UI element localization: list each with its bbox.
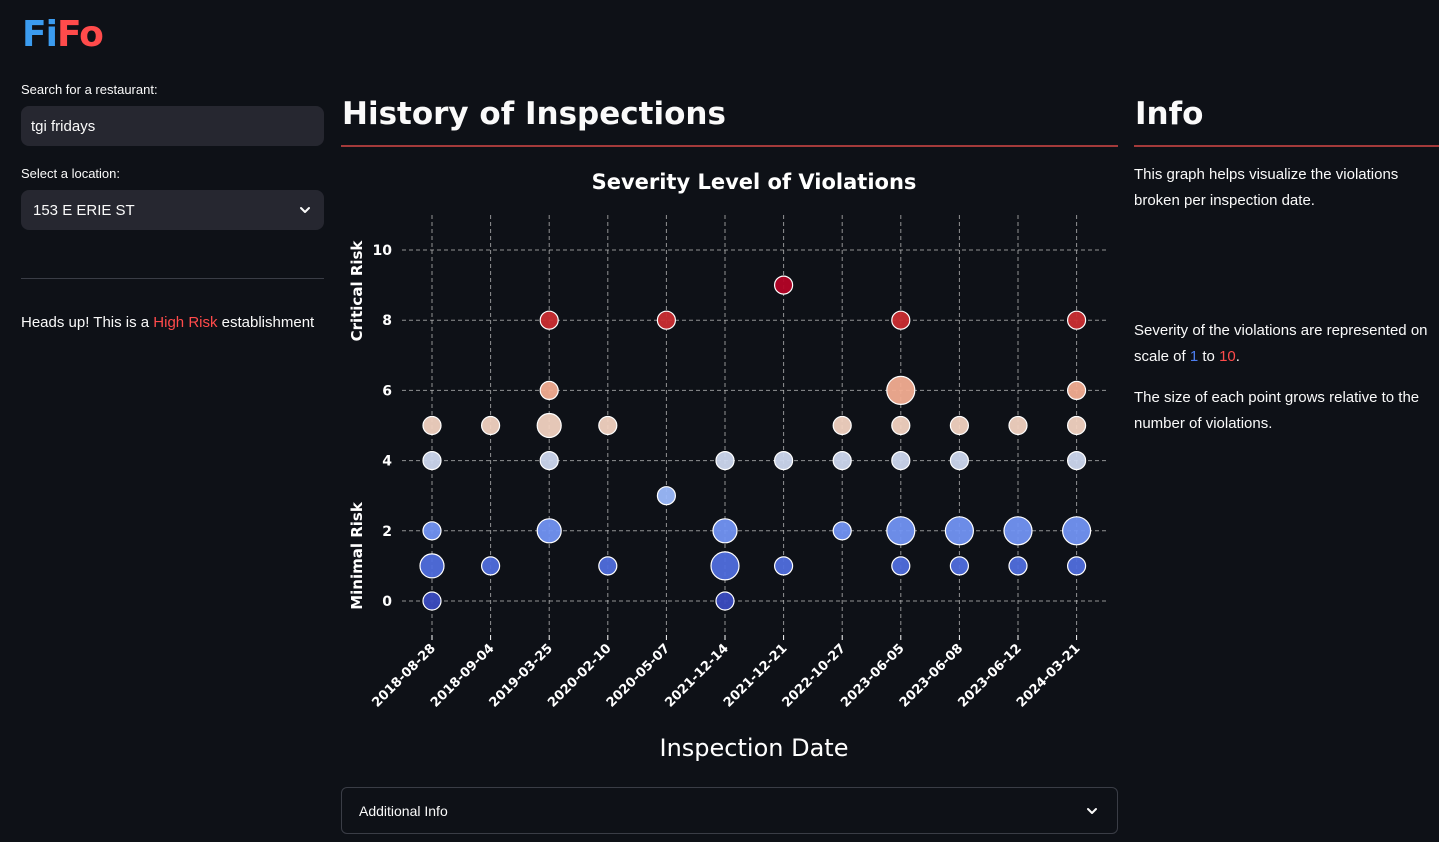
chart-point[interactable] <box>774 275 794 295</box>
chart-point[interactable] <box>891 415 911 436</box>
chart-point[interactable] <box>891 556 911 576</box>
logo-part-fo: Fo <box>56 14 104 55</box>
chevron-down-icon <box>1087 807 1097 814</box>
chart-point[interactable] <box>422 521 442 541</box>
chart-point[interactable] <box>710 551 740 581</box>
info-divider <box>1134 145 1439 147</box>
y-tick-label: 0 <box>382 594 392 610</box>
chart-point[interactable] <box>539 380 559 400</box>
chart-point[interactable] <box>539 310 559 330</box>
chart-point[interactable] <box>715 451 735 471</box>
scale-high: 10 <box>1219 348 1236 365</box>
chart-point[interactable] <box>598 415 618 436</box>
y-tick-label: 8 <box>382 313 392 329</box>
additional-info-expander[interactable]: Additional Info <box>341 787 1118 834</box>
chart-point[interactable] <box>1061 516 1092 546</box>
y-tick-label: 10 <box>373 243 393 259</box>
chart-point[interactable] <box>481 556 501 576</box>
chart-point[interactable] <box>886 375 916 405</box>
info-paragraph-graph: This graph helps visualize the violation… <box>1134 166 1399 209</box>
chart-point[interactable] <box>715 591 735 611</box>
chart-point[interactable] <box>1008 556 1028 576</box>
page-title: History of Inspections <box>342 96 726 132</box>
chart-point[interactable] <box>949 451 970 471</box>
chart-point[interactable] <box>774 451 794 471</box>
chart-point[interactable] <box>1008 415 1028 436</box>
y-label-minimal: Minimal Risk <box>348 501 366 610</box>
scale-suffix: . <box>1235 348 1240 365</box>
chart-point[interactable] <box>419 553 445 579</box>
chart-point[interactable] <box>832 521 852 541</box>
chart-point[interactable] <box>891 310 911 330</box>
chart-point[interactable] <box>481 415 501 436</box>
chart-point[interactable] <box>949 415 970 436</box>
logo-part-fi: Fi <box>22 14 58 55</box>
chart-point[interactable] <box>1066 451 1087 471</box>
chart-point[interactable] <box>422 451 442 471</box>
risk-prefix: Heads up! This is a <box>21 314 154 331</box>
chart-point[interactable] <box>422 415 442 436</box>
chevron-down-icon <box>300 207 310 213</box>
chart-point[interactable] <box>832 415 852 436</box>
chart-point[interactable] <box>656 310 676 330</box>
y-tick-label: 6 <box>382 383 392 399</box>
chart-point[interactable] <box>891 451 911 471</box>
risk-level: High Risk <box>153 314 218 331</box>
info-paragraph-scale: Severity of the violations are represent… <box>1134 318 1434 370</box>
chart-point[interactable] <box>1066 556 1087 576</box>
location-select-value: 153 E ERIE ST <box>33 201 135 219</box>
chart-point[interactable] <box>774 556 794 576</box>
y-tick-label: 4 <box>382 454 392 470</box>
chart-point[interactable] <box>1066 310 1087 330</box>
search-label: Search for a restaurant: <box>21 82 158 97</box>
risk-suffix: establishment <box>217 314 315 331</box>
chart-point[interactable] <box>832 451 852 471</box>
severity-chart: Severity Level of Violations 2018-08-282… <box>348 170 1109 762</box>
chart-title: Severity Level of Violations <box>592 170 917 194</box>
chart-point[interactable] <box>949 556 970 576</box>
x-axis-label: Inspection Date <box>660 734 849 762</box>
info-paragraph-size: The size of each point grows relative to… <box>1134 389 1420 432</box>
chart-point[interactable] <box>536 412 562 439</box>
scale-low: 1 <box>1189 348 1199 365</box>
sidebar-divider <box>21 278 324 279</box>
chart-point[interactable] <box>886 516 916 546</box>
y-tick-label: 2 <box>382 524 392 540</box>
chart-point[interactable] <box>1066 415 1087 436</box>
chart-point[interactable] <box>539 451 559 471</box>
risk-warning: Heads up! This is a High Risk establishm… <box>21 314 314 331</box>
location-select[interactable]: 153 E ERIE ST <box>21 190 324 230</box>
chart-point[interactable] <box>598 556 618 576</box>
chart-point[interactable] <box>536 518 562 544</box>
scale-prefix: Severity of the violations are represent… <box>1134 322 1428 365</box>
chart-point[interactable] <box>1003 516 1033 546</box>
app-logo: FiFo <box>22 14 104 55</box>
title-divider <box>341 145 1118 147</box>
chart-point[interactable] <box>422 591 442 611</box>
chart-point[interactable] <box>712 518 738 544</box>
chart-point[interactable] <box>656 486 676 506</box>
chart-point[interactable] <box>1066 380 1087 400</box>
chart-point[interactable] <box>944 516 975 546</box>
scale-mid: to <box>1198 348 1220 365</box>
restaurant-search-input[interactable] <box>21 106 324 146</box>
location-label: Select a location: <box>21 166 121 181</box>
info-title: Info <box>1135 96 1204 132</box>
expander-label: Additional Info <box>359 802 448 819</box>
y-label-critical: Critical Risk <box>348 240 366 342</box>
